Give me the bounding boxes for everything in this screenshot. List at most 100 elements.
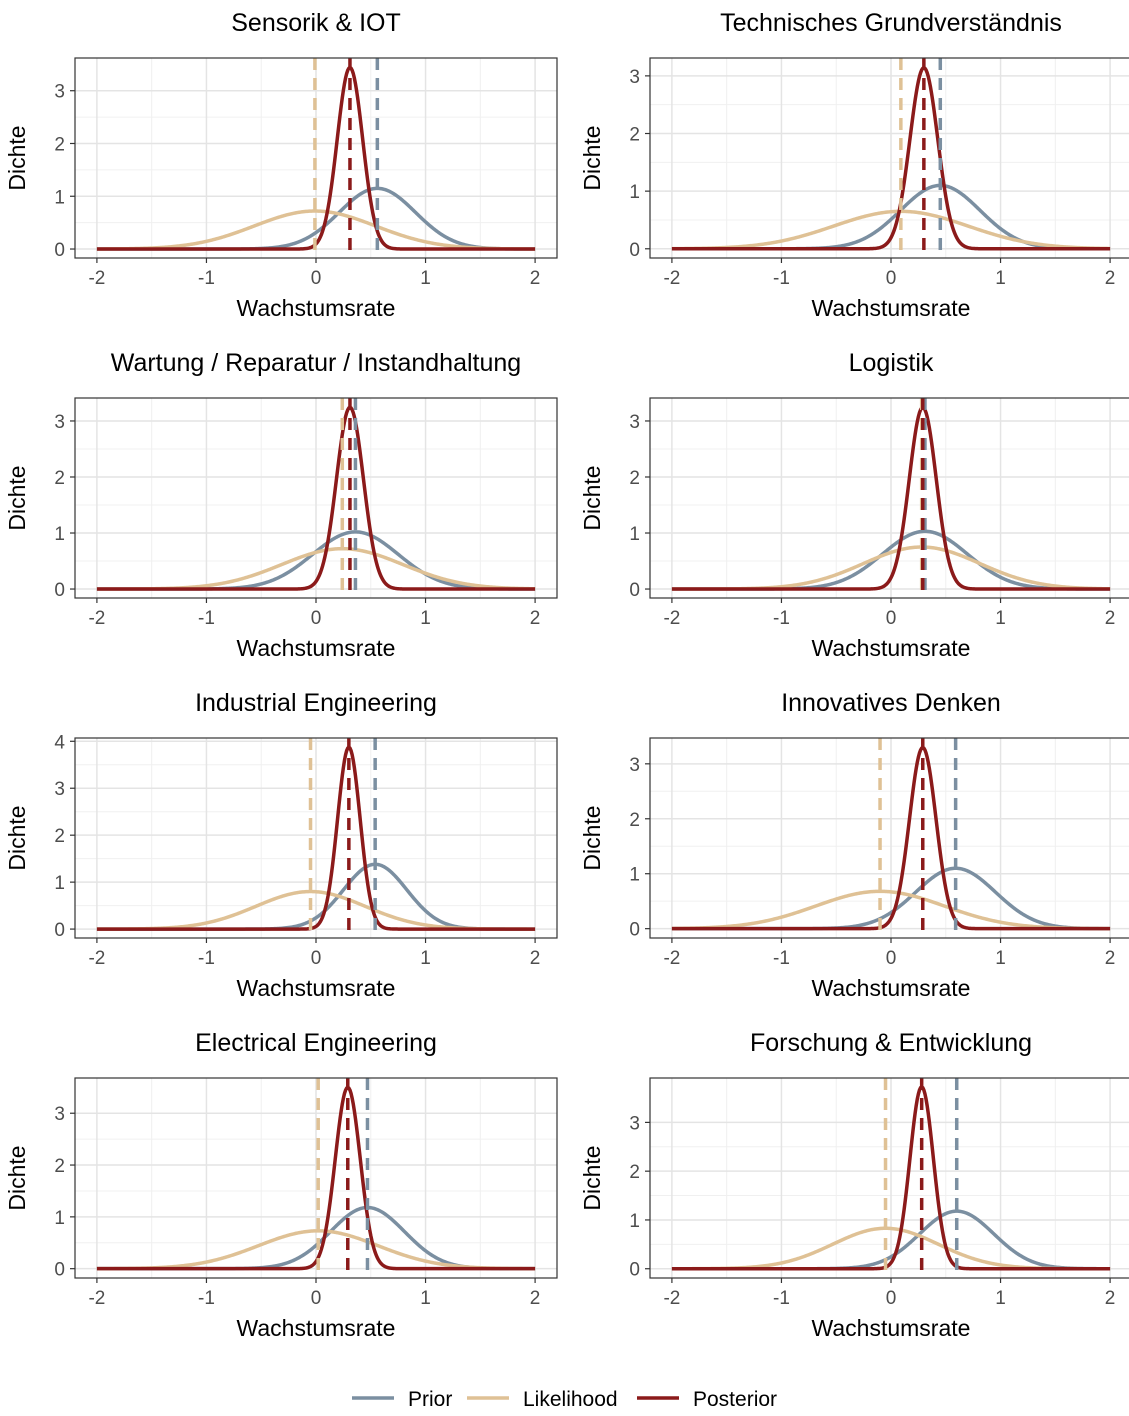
y-axis-label: Dichte <box>579 465 605 530</box>
y-tick-label: 1 <box>54 1208 65 1229</box>
x-axis-label: Wachstumsrate <box>812 975 971 1001</box>
x-axis-label: Wachstumsrate <box>237 1315 396 1341</box>
x-tick-label: 0 <box>311 268 322 289</box>
panel-border <box>74 737 558 939</box>
x-tick-label: -1 <box>773 1288 790 1309</box>
x-tick-label: 2 <box>530 608 541 629</box>
panel: Innovatives Denken Wachstumsrate Dichte -2 -… <box>579 689 1129 1001</box>
y-tick-label: 2 <box>54 134 65 155</box>
y-tick-label: 0 <box>54 920 65 941</box>
x-tick-label: 2 <box>1105 1288 1116 1309</box>
y-axis-label: Dichte <box>579 1145 605 1210</box>
panel-title: Logistik <box>849 349 934 377</box>
x-tick-label: 0 <box>311 1288 322 1309</box>
x-tick-label: 1 <box>420 1288 431 1309</box>
y-tick-label: 0 <box>54 1260 65 1281</box>
y-tick-label: 1 <box>54 524 65 545</box>
y-tick-label: 3 <box>54 82 65 103</box>
density-curve <box>96 745 536 931</box>
x-tick-label: -2 <box>88 1288 105 1309</box>
panel-border <box>74 1077 558 1279</box>
y-tick-label: 3 <box>629 755 640 776</box>
panel-border <box>74 397 558 599</box>
x-tick-label: 2 <box>1105 268 1116 289</box>
panel: Industrial Engineering Wachstumsrate Dicht… <box>4 689 558 1001</box>
density-curve <box>671 745 1111 931</box>
y-tick-label: 4 <box>54 732 65 753</box>
y-tick-label: 0 <box>629 1260 640 1281</box>
y-tick-label: 1 <box>54 187 65 208</box>
legend-label: Posterior <box>693 1388 777 1411</box>
y-tick-label: 2 <box>54 468 65 489</box>
panel-title: Wartung / Reparatur / Instandhaltung <box>111 349 521 377</box>
y-tick-label: 2 <box>629 810 640 831</box>
x-tick-label: 2 <box>530 948 541 969</box>
y-tick-label: 3 <box>54 1104 65 1125</box>
y-tick-label: 3 <box>54 779 65 800</box>
y-tick-label: 2 <box>629 1162 640 1183</box>
x-tick-label: 0 <box>311 948 322 969</box>
y-tick-label: 1 <box>629 1211 640 1232</box>
panel-border <box>649 1077 1129 1279</box>
y-tick-label: 1 <box>629 524 640 545</box>
y-tick-label: 3 <box>54 412 65 433</box>
panel: Wartung / Reparatur / Instandhaltung Wach… <box>4 349 558 661</box>
x-tick-label: -2 <box>663 268 680 289</box>
density-curve <box>96 405 536 591</box>
x-tick-label: -2 <box>88 948 105 969</box>
y-tick-label: 2 <box>54 826 65 847</box>
legend-label: Likelihood <box>523 1388 618 1411</box>
x-tick-label: 2 <box>530 268 541 289</box>
density-curve <box>96 1085 536 1271</box>
x-tick-label: -2 <box>88 268 105 289</box>
panel: Technisches Grundverständnis Wachstumsrat… <box>579 9 1129 321</box>
x-axis-label: Wachstumsrate <box>237 975 396 1001</box>
x-tick-label: -1 <box>773 948 790 969</box>
x-axis-label: Wachstumsrate <box>812 1315 971 1341</box>
panel-border <box>74 57 558 259</box>
panel-title: Electrical Engineering <box>195 1029 437 1057</box>
x-tick-label: -1 <box>198 948 215 969</box>
x-axis-label: Wachstumsrate <box>812 295 971 321</box>
y-tick-label: 3 <box>629 1113 640 1134</box>
x-tick-label: 1 <box>995 268 1006 289</box>
y-tick-label: 1 <box>629 865 640 886</box>
y-axis-label: Dichte <box>4 1145 30 1210</box>
y-tick-label: 0 <box>629 920 640 941</box>
x-tick-label: -2 <box>88 608 105 629</box>
y-axis-label: Dichte <box>4 465 30 530</box>
panel: Sensorik & IOT Wachstumsrate Dichte -2 -1 0 1 2… <box>4 9 558 321</box>
density-curve <box>671 405 1111 591</box>
y-axis-label: Dichte <box>4 125 30 190</box>
panel-border <box>649 57 1129 259</box>
x-tick-label: 1 <box>420 268 431 289</box>
y-axis-label: Dichte <box>579 805 605 870</box>
x-tick-label: 2 <box>1105 948 1116 969</box>
panel: Logistik Wachstumsrate Dichte -2 -1 0 1 2 0 1 2 3 <box>579 349 1129 661</box>
panel: Electrical Engineering Wachstumsrate Dicht… <box>4 1029 558 1341</box>
panel: Forschung & Entwicklung Wachstumsrate Dich… <box>579 1029 1129 1341</box>
x-tick-label: 1 <box>995 1288 1006 1309</box>
y-axis-label: Dichte <box>4 805 30 870</box>
y-tick-label: 2 <box>629 125 640 146</box>
x-tick-label: 1 <box>995 608 1006 629</box>
y-tick-label: 0 <box>54 240 65 261</box>
x-tick-label: -1 <box>198 268 215 289</box>
panel-title: Industrial Engineering <box>195 689 437 717</box>
panel-title: Innovatives Denken <box>781 689 1001 717</box>
density-curve <box>671 1084 1111 1271</box>
y-tick-label: 3 <box>629 412 640 433</box>
y-tick-label: 0 <box>629 240 640 261</box>
x-tick-label: -2 <box>663 948 680 969</box>
y-tick-label: 0 <box>629 580 640 601</box>
y-tick-label: 2 <box>54 1156 65 1177</box>
x-tick-label: -2 <box>663 1288 680 1309</box>
x-tick-label: -2 <box>663 608 680 629</box>
x-tick-label: 1 <box>420 948 431 969</box>
panel-border <box>649 397 1129 599</box>
y-tick-label: 1 <box>629 182 640 203</box>
x-tick-label: -1 <box>773 608 790 629</box>
density-curve <box>671 65 1111 251</box>
x-tick-label: 2 <box>530 1288 541 1309</box>
x-axis-label: Wachstumsrate <box>237 295 396 321</box>
